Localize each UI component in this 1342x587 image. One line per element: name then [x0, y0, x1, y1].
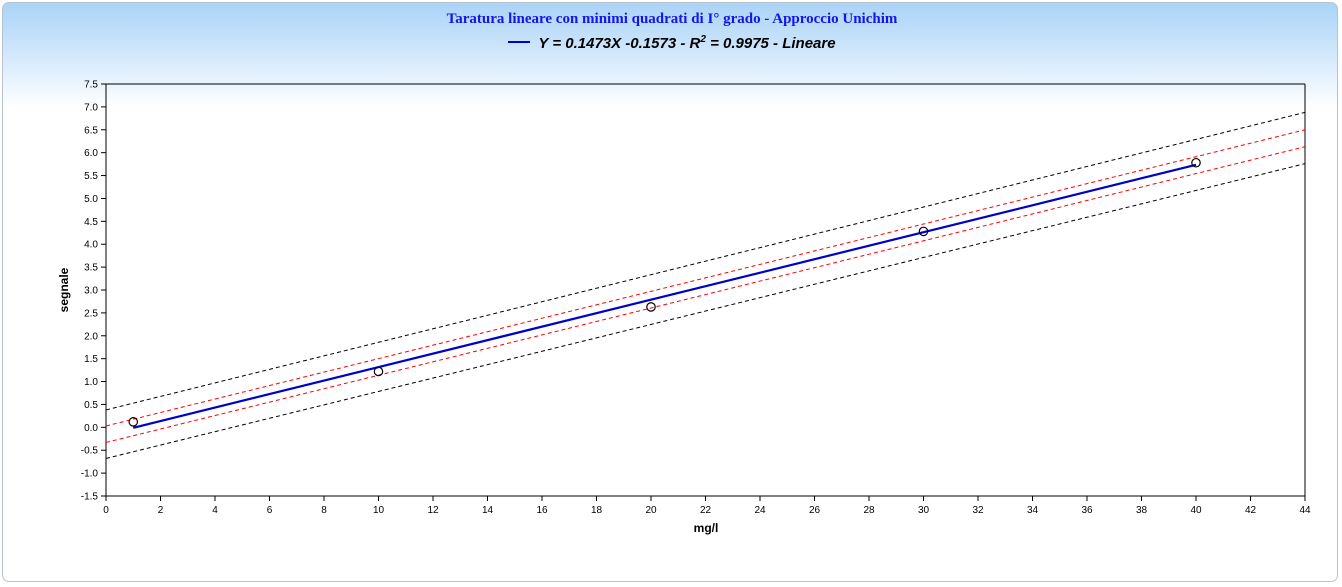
- y-tick-label: -0.5: [81, 446, 99, 457]
- confidence-band-upper: [105, 129, 1306, 427]
- x-tick-label: 36: [1081, 505, 1093, 516]
- legend-label-prefix: Y = 0.1473X -0.1573 - R: [538, 35, 701, 52]
- prediction-band-lower: [105, 163, 1306, 459]
- data-points: [128, 157, 1201, 427]
- x-tick-label: 10: [373, 505, 385, 516]
- y-tick-label: -1.0: [81, 469, 99, 480]
- x-tick-label: 28: [863, 505, 875, 516]
- x-tick-label: 40: [1190, 505, 1202, 516]
- y-tick-label: 6.5: [84, 125, 98, 136]
- fit-line: [132, 163, 1197, 429]
- y-tick-label: 0.0: [84, 423, 98, 434]
- y-tick-label: 0.5: [84, 400, 98, 411]
- x-tick-label: 22: [700, 505, 712, 516]
- y-tick-label: 4.0: [84, 240, 98, 251]
- x-tick-label: 24: [754, 505, 766, 516]
- y-axis-title: segnale: [57, 267, 71, 312]
- x-tick-label: 20: [645, 505, 657, 516]
- x-tick-label: 12: [427, 505, 439, 516]
- y-tick-label: 5.0: [84, 194, 98, 205]
- data-point: [1191, 157, 1201, 168]
- y-tick-label: 7.0: [84, 102, 98, 113]
- y-tick-label: 2.0: [84, 331, 98, 342]
- y-tick-label: 5.5: [84, 171, 98, 182]
- x-tick-label: 38: [1136, 505, 1148, 516]
- data-point: [128, 417, 139, 427]
- y-tick-label: -1.5: [81, 492, 99, 503]
- y-ticks: -1.5 -1.0 -0.5 0.0 0.5 1.0 1.5 2.0 2.5 3.0 3.5 4.0 4…: [81, 80, 106, 503]
- legend-label-suffix: = 0.9975 - Lineare: [705, 35, 836, 52]
- x-tick-label: 0: [103, 505, 109, 516]
- y-tick-label: 2.5: [84, 308, 98, 319]
- x-tick-label: 8: [321, 505, 327, 516]
- data-point: [373, 366, 384, 377]
- x-tick-label: 34: [1027, 505, 1039, 516]
- data-point: [918, 226, 929, 237]
- x-tick-label: 2: [158, 505, 164, 516]
- x-tick-label: 30: [918, 505, 930, 516]
- x-axis-title: mg/l: [694, 521, 719, 535]
- x-tick-label: 6: [267, 505, 273, 516]
- y-tick-label: 6.0: [84, 148, 98, 159]
- x-tick-label: 16: [536, 505, 548, 516]
- y-tick-label: 1.0: [84, 377, 98, 388]
- y-tick-label: 7.5: [84, 80, 98, 91]
- legend-label-sup: 2: [700, 34, 706, 45]
- x-tick-label: 32: [972, 505, 984, 516]
- x-tick-label: 4: [212, 505, 218, 516]
- legend: Y = 0.1473X -0.1573 - R2 = 0.9975 - Line…: [3, 34, 1337, 52]
- x-tick-label: 26: [809, 505, 821, 516]
- legend-swatch: [508, 41, 531, 44]
- x-tick-label: 18: [591, 505, 603, 516]
- x-tick-label: 42: [1245, 505, 1257, 516]
- y-tick-label: 3.0: [84, 286, 98, 297]
- data-point: [646, 302, 656, 312]
- chart-title: Taratura lineare con minimi quadrati di …: [446, 11, 898, 27]
- y-tick-label: 3.5: [84, 263, 98, 274]
- x-ticks: 0 2 4 6 8 10 12 14 16 18 20 22 24 26 28 30 32 34 36 38 40 42 4…: [103, 496, 1311, 516]
- x-tick-label: 44: [1299, 505, 1311, 516]
- y-tick-label: 1.5: [84, 354, 98, 365]
- x-tick-label: 14: [482, 505, 494, 516]
- bands: [105, 111, 1306, 459]
- confidence-band-lower: [105, 146, 1306, 443]
- y-tick-label: 4.5: [84, 217, 98, 228]
- prediction-band-upper: [105, 111, 1306, 411]
